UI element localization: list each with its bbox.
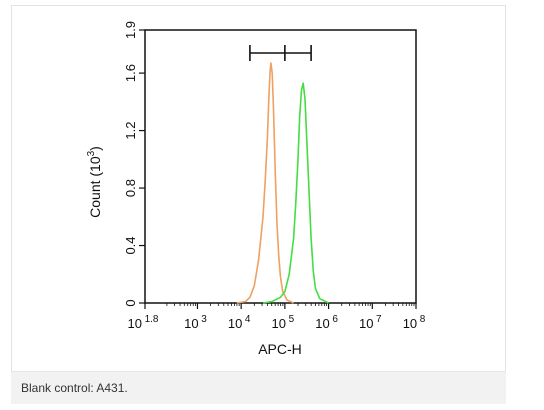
y-axis: 0 0.4 0.8 1.2 1.6 1.9	[123, 21, 145, 307]
plot-frame	[144, 29, 417, 304]
gate-marker	[249, 44, 312, 61]
y-tick-label: 0.4	[123, 236, 138, 254]
y-axis-label: Count (103)	[86, 146, 103, 218]
x-tick-label: 10 6	[315, 314, 338, 331]
y-axis-label-base: Count (10	[87, 156, 103, 218]
y-tick-group: 1.2	[123, 122, 138, 140]
y-tick-label: 1.2	[123, 122, 138, 140]
x-tick-label: 10 5	[272, 314, 295, 331]
y-tick-group: 0	[123, 299, 138, 306]
y-tick-group: 1.9	[123, 21, 138, 39]
series-layer	[236, 62, 329, 304]
x-tick-label: 10 7	[359, 314, 382, 331]
series-line-1	[236, 62, 294, 304]
y-tick-label: 0	[123, 299, 138, 306]
y-tick-group: 0.4	[123, 236, 138, 254]
x-axis-label: APC-H	[258, 341, 302, 357]
x-tick-label: 10 3	[184, 314, 207, 331]
series-line-2	[262, 82, 329, 304]
y-axis-label-exp: 3	[86, 150, 97, 156]
x-tick-label: 10 1.8	[128, 314, 159, 331]
caption-text: Blank control: A431.	[21, 381, 128, 395]
y-tick-group: 0.8	[123, 179, 138, 197]
y-tick-label: 1.6	[123, 64, 138, 82]
x-tick-label: 10 8	[403, 314, 426, 331]
x-tick-label: 10 4	[228, 314, 251, 331]
x-axis: 10 1.8 10 3 10 4 10 5 10 6 10 7 10 8	[128, 303, 426, 331]
y-tick-label: 1.9	[123, 21, 138, 39]
y-tick-label: 0.8	[123, 179, 138, 197]
caption-bar: Blank control: A431.	[11, 371, 506, 404]
y-axis-label-close: )	[87, 146, 103, 151]
plot-border	[144, 29, 417, 304]
y-tick-group: 1.6	[123, 64, 138, 82]
